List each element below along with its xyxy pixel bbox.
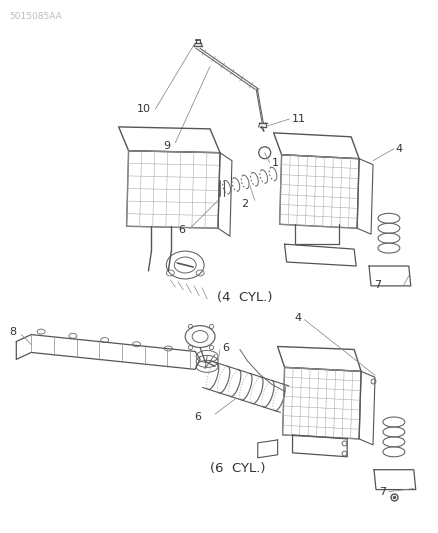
Text: (6  CYL.): (6 CYL.) bbox=[210, 462, 265, 475]
Text: 8: 8 bbox=[9, 327, 16, 336]
Text: 7: 7 bbox=[373, 280, 380, 290]
Text: 1: 1 bbox=[271, 158, 278, 168]
Text: 7: 7 bbox=[378, 487, 385, 497]
Text: 9: 9 bbox=[163, 141, 170, 151]
Text: (4  CYL.): (4 CYL.) bbox=[217, 292, 272, 304]
Text: 2: 2 bbox=[241, 199, 248, 209]
Text: 4: 4 bbox=[293, 313, 300, 322]
Text: 4: 4 bbox=[395, 144, 402, 154]
Text: 10: 10 bbox=[136, 104, 150, 114]
Text: 11: 11 bbox=[291, 114, 305, 124]
Text: 6: 6 bbox=[178, 225, 185, 235]
Text: 5015085AA: 5015085AA bbox=[9, 12, 62, 21]
Text: 6: 6 bbox=[222, 343, 229, 353]
Text: 6: 6 bbox=[194, 412, 201, 422]
